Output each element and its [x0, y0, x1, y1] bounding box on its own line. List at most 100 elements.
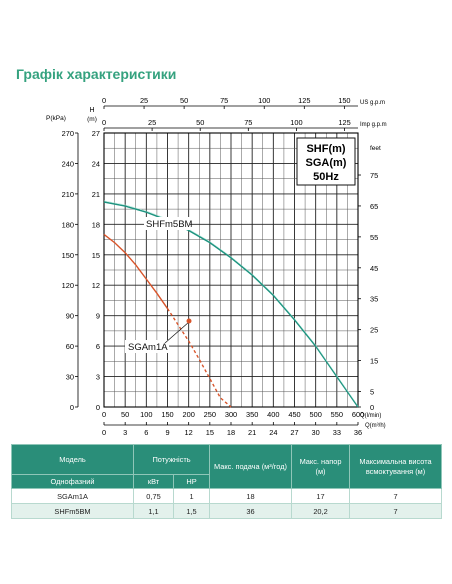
tick-label-m: 21	[92, 190, 100, 199]
tick-label-kpa: 120	[62, 281, 74, 290]
tick-label-m3h: 27	[290, 428, 298, 437]
tick-label-kpa: 210	[62, 190, 74, 199]
tick-label-m3h: 24	[269, 428, 277, 437]
tick-label-m3h: 33	[333, 428, 341, 437]
header-model: Модель	[11, 444, 134, 475]
tick-label-feet: 15	[370, 357, 378, 366]
tick-label-feet: 0	[370, 403, 374, 412]
tick-label-impgpm: 25	[148, 118, 156, 127]
tick-label-feet: 65	[370, 202, 378, 211]
header-hp: HP	[172, 474, 211, 489]
tick-label-m: 9	[96, 312, 100, 321]
tick-label-lmin: 200	[182, 410, 194, 419]
tick-label-usgpm: 75	[220, 96, 228, 105]
curve-highlight	[103, 200, 359, 406]
series-label-bg	[144, 217, 190, 230]
table-row: SGAm1A 0,75 1 18 17 7	[11, 488, 443, 504]
tick-label-m: 0	[96, 403, 100, 412]
tick-label-usgpm: 0	[102, 96, 106, 105]
tick-label-usgpm: 100	[258, 96, 270, 105]
tick-label-kpa: 180	[62, 220, 74, 229]
series-label-sgam1a: SGAm1A	[128, 342, 168, 353]
tick-label-m: 3	[96, 373, 100, 382]
tick-label-m3h: 3	[123, 428, 127, 437]
tick-label-feet: 45	[370, 264, 378, 273]
tick-label-lmin: 400	[267, 410, 279, 419]
tick-label-feet: 75	[370, 171, 378, 180]
specs-table: Модель Потужність Макс. подача (м³/год) …	[11, 444, 443, 519]
tick-label-impgpm: 75	[244, 118, 252, 127]
tick-label-m3h: 18	[227, 428, 235, 437]
tick-label-lmin: 250	[204, 410, 216, 419]
cell-head: 17	[291, 488, 351, 504]
tick-label-m3h: 0	[102, 428, 106, 437]
tick-label-m: 12	[92, 281, 100, 290]
tick-label-kpa: 60	[66, 342, 74, 351]
cell-flow: 18	[209, 488, 293, 504]
tick-label-m: 27	[92, 129, 100, 138]
tick-label-feet: 55	[370, 233, 378, 242]
series-marker-sgam1a	[186, 318, 192, 324]
x-axis-label-m3h: Q(m³/h)	[365, 423, 386, 429]
tick-label-kpa: 240	[62, 159, 74, 168]
page-title: Графік характеристики	[16, 66, 177, 82]
tick-label-usgpm: 125	[298, 96, 310, 105]
tick-label-m3h: 15	[206, 428, 214, 437]
header-power: Потужність	[132, 444, 211, 475]
header-max-suction: Максимальна висота всмоктування (м)	[349, 444, 443, 489]
tick-label-lmin: 100	[140, 410, 152, 419]
tick-label-m3h: 12	[185, 428, 193, 437]
tick-label-lmin: 550	[331, 410, 343, 419]
axis-label-usgpm: US g.p.m	[360, 100, 385, 106]
tick-label-kpa: 30	[66, 373, 74, 382]
header-max-head: Макс. напор (м)	[291, 444, 351, 489]
axis-label-impgpm: Imp g.p.m	[360, 122, 387, 128]
chart-labels: Q(l/min) Q(m³/h) US g.p.m Imp g.p.m P(kPa) H (…	[46, 100, 387, 429]
header-phase: Однофазний	[11, 474, 134, 489]
tick-label-usgpm: 50	[180, 96, 188, 105]
tick-label-feet: 25	[370, 326, 378, 335]
cell-flow: 36	[209, 503, 293, 519]
tick-label-m: 6	[96, 342, 100, 351]
tick-label-lmin: 600	[352, 410, 364, 419]
cell-kw: 1,1	[133, 503, 174, 519]
table-row: SHFm5BM 1,1 1,5 36 20,2 7	[11, 503, 443, 519]
tick-label-impgpm: 125	[338, 118, 350, 127]
tick-label-impgpm: 100	[290, 118, 302, 127]
tick-label-feet: 5	[370, 388, 374, 397]
tick-label-feet: 35	[370, 295, 378, 304]
cell-kw: 0,75	[133, 488, 174, 504]
tick-label-kpa: 270	[62, 129, 74, 138]
legend-box-line: SHF(m)	[306, 143, 345, 155]
chart-curves	[103, 200, 359, 408]
cell-hp: 1,5	[172, 503, 211, 519]
curve-sgam1a-dashed	[166, 308, 232, 408]
header-max-flow: Макс. подача (м³/год)	[209, 444, 293, 489]
legend-box-line: 50Hz	[313, 171, 339, 183]
y-axis-label-m: (m)	[87, 116, 97, 123]
series-label-pointer	[164, 321, 190, 344]
x-axis-label-lmin: Q(l/min)	[360, 413, 381, 419]
cell-head: 20,2	[291, 503, 351, 519]
series-label-shfm5bm: SHFm5BM	[146, 219, 193, 230]
tick-label-lmin: 500	[309, 410, 321, 419]
tick-label-m3h: 30	[312, 428, 320, 437]
y-axis-label-feet: feet	[370, 145, 381, 152]
tick-label-m: 15	[92, 251, 100, 260]
tick-label-lmin: 350	[246, 410, 258, 419]
tick-label-kpa: 0	[70, 403, 74, 412]
cell-model: SHFm5BM	[11, 503, 134, 519]
tick-label-m3h: 21	[248, 428, 256, 437]
tick-label-m: 24	[92, 159, 100, 168]
y-axis-label-h: H	[89, 107, 94, 114]
series-label-bg	[125, 340, 169, 353]
tick-label-impgpm: 0	[102, 118, 106, 127]
tick-label-lmin: 150	[161, 410, 173, 419]
tick-label-lmin: 0	[102, 410, 106, 419]
tick-label-m3h: 9	[165, 428, 169, 437]
header-kw: кВт	[133, 474, 174, 489]
tick-label-m3h: 36	[354, 428, 362, 437]
curve-shfm5bm	[103, 201, 359, 408]
